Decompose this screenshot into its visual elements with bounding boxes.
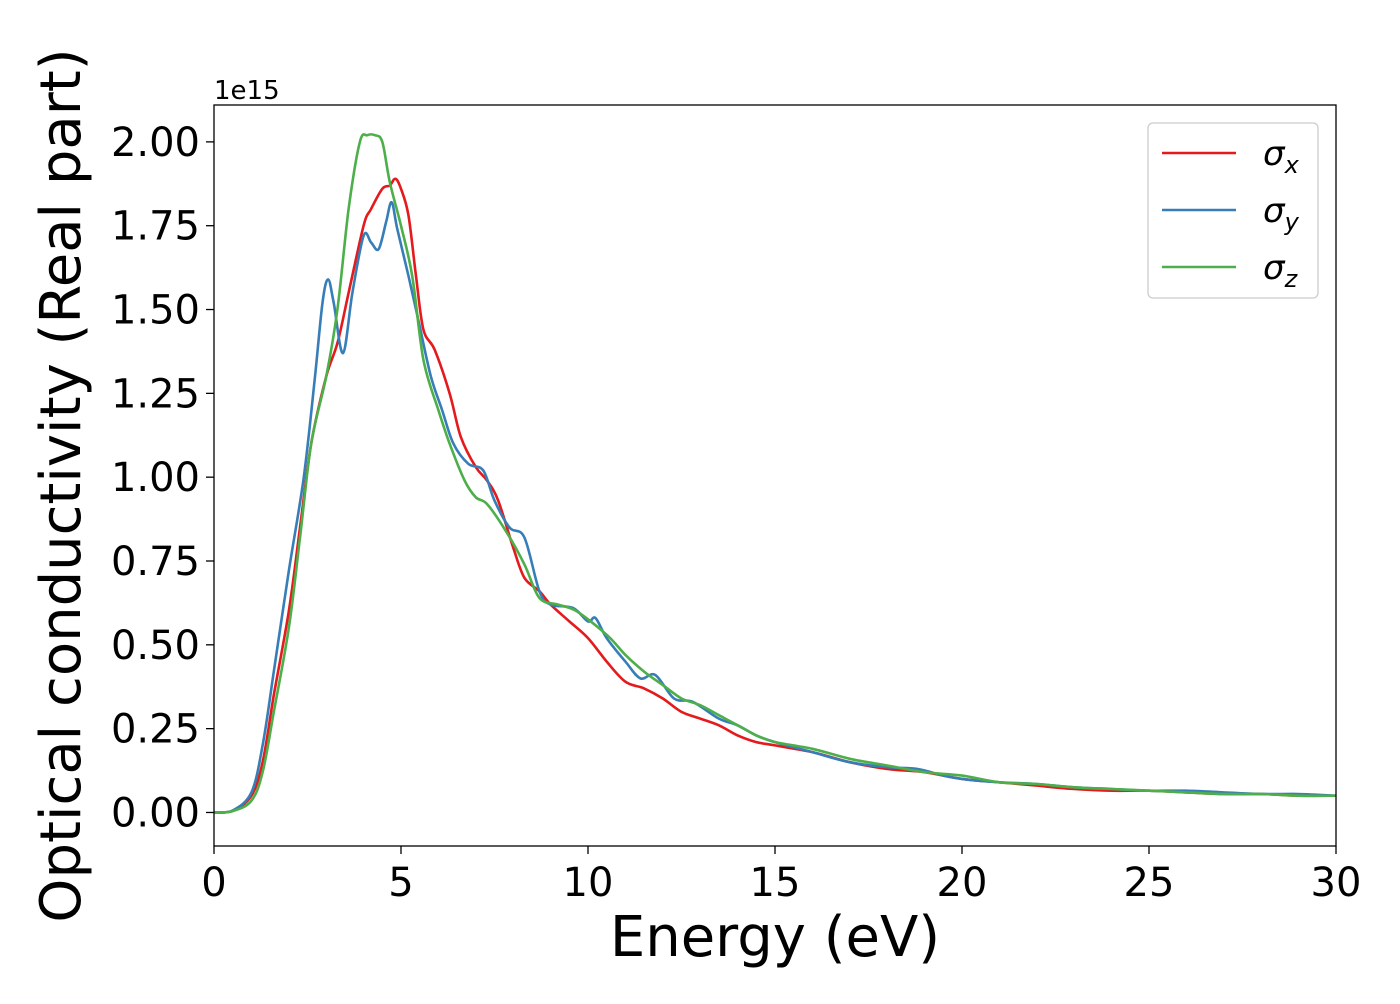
- y-axis-ticks: 0.00 0.25 0.50 0.75 1.00 1.25 1.50 1.75 2.00: [111, 120, 214, 836]
- series-line-sigma-z: [214, 133, 1336, 814]
- y-tick-label: 1.00: [111, 455, 200, 501]
- y-tick-label: 1.50: [111, 288, 200, 334]
- x-tick-label: 10: [563, 860, 614, 906]
- x-tick-label: 5: [388, 860, 413, 906]
- y-tick-label: 0.50: [111, 623, 200, 669]
- series-line-sigma-y: [214, 200, 1336, 814]
- x-axis-label: Energy (eV): [610, 905, 940, 970]
- x-tick-label: 30: [1311, 860, 1362, 906]
- x-tick-label: 20: [937, 860, 988, 906]
- series-layer: [214, 133, 1336, 814]
- y-offset-label: 1e15: [214, 76, 280, 106]
- y-axis-label: Optical conductivity (Real part): [29, 48, 94, 922]
- y-tick-label: 0.25: [111, 707, 200, 753]
- x-tick-label: 15: [750, 860, 801, 906]
- y-tick-label: 2.00: [111, 120, 200, 166]
- x-tick-label: 0: [201, 860, 226, 906]
- y-tick-label: 1.75: [111, 204, 200, 250]
- y-tick-label: 0.75: [111, 539, 200, 585]
- x-axis-ticks: 0 5 10 15 20 25 30: [201, 846, 1361, 906]
- x-tick-label: 25: [1124, 860, 1175, 906]
- y-tick-label: 0.00: [111, 790, 200, 836]
- y-tick-label: 1.25: [111, 371, 200, 417]
